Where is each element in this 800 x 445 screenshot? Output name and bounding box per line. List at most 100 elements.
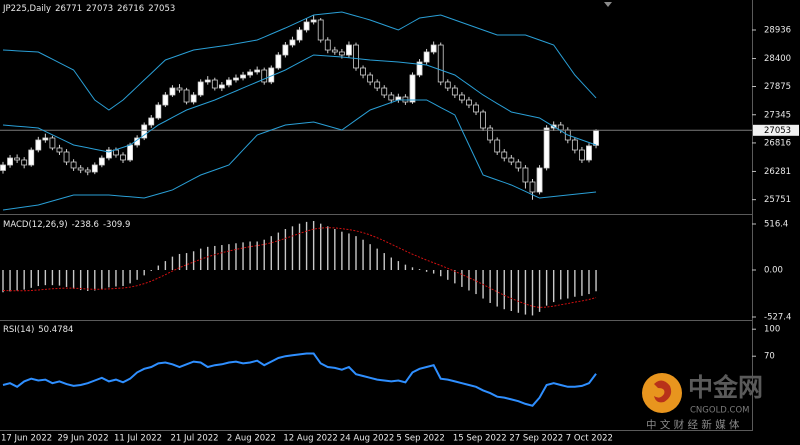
- histogram-bar: [595, 270, 597, 292]
- histogram-bar: [567, 270, 569, 299]
- y-tick-label: 100: [764, 325, 780, 335]
- histogram-bar: [143, 270, 145, 276]
- x-tick-label: 24 Aug 2022: [340, 434, 394, 444]
- histogram-bar: [489, 270, 491, 303]
- histogram-bar: [298, 223, 301, 271]
- candle-body: [317, 19, 324, 41]
- candle-body: [49, 137, 56, 149]
- histogram-bar: [291, 226, 294, 271]
- x-tick-label: 2 Aug 2022: [227, 434, 276, 444]
- candle-body: [28, 149, 35, 166]
- histogram-bar: [447, 270, 449, 280]
- last-open: 26771: [55, 4, 82, 14]
- candle-body: [296, 29, 303, 41]
- candle-body: [466, 99, 472, 106]
- y-tick-label: -527.4: [764, 313, 791, 323]
- candle-body: [444, 81, 451, 89]
- candle-body: [388, 94, 395, 101]
- candle-body: [176, 87, 183, 91]
- candle-body: [211, 79, 218, 89]
- histogram-bar: [404, 264, 407, 271]
- candle-body: [360, 67, 366, 76]
- candle-body: [127, 144, 133, 161]
- histogram-bar: [228, 244, 230, 271]
- histogram-bar: [581, 270, 583, 296]
- candle-body: [508, 157, 515, 163]
- y-tick-label: 28936: [764, 25, 791, 35]
- histogram-bar: [277, 232, 280, 271]
- x-tick-label: 11 Jul 2022: [114, 434, 162, 444]
- histogram-bar: [44, 270, 47, 286]
- x-tick-label: 29 Jun 2022: [57, 434, 108, 444]
- candle-body: [70, 161, 77, 169]
- rsi-last: 50.4784: [38, 325, 73, 335]
- histogram-bar: [23, 270, 25, 290]
- candle-body: [310, 19, 317, 23]
- candle-body: [21, 159, 28, 166]
- candle-body: [522, 167, 529, 183]
- histogram-bar: [305, 221, 308, 271]
- histogram-bar: [115, 270, 117, 287]
- current-price-label: 27053: [764, 126, 791, 136]
- signal-line: [2, 227, 597, 308]
- candle-body: [579, 149, 585, 161]
- candle-body: [473, 104, 479, 113]
- histogram-bar: [192, 251, 195, 271]
- candle-body: [261, 69, 268, 83]
- histogram-bar: [376, 248, 378, 271]
- y-tick-label: 70: [764, 352, 775, 362]
- histogram-bar: [383, 253, 385, 271]
- histogram-bar: [65, 270, 68, 287]
- last-low: 26716: [117, 4, 144, 14]
- last-high: 27073: [86, 4, 113, 14]
- candle-body: [141, 124, 148, 139]
- logo-circle: [642, 373, 682, 413]
- x-tick-label: 21 Jul 2022: [170, 434, 218, 444]
- macd-panel-label: MACD(12,26,9) -238.6 -309.9: [3, 220, 130, 230]
- histogram-bar: [355, 236, 357, 271]
- histogram-bar: [468, 270, 470, 291]
- candle-body: [416, 61, 423, 76]
- candle-body: [346, 44, 352, 56]
- histogram-bar: [72, 270, 75, 289]
- candle-body: [381, 87, 388, 96]
- histogram-bar: [425, 270, 428, 272]
- candle-body: [536, 167, 543, 193]
- histogram-bar: [16, 270, 18, 291]
- candle-body: [63, 151, 70, 163]
- candle-body: [155, 104, 162, 119]
- histogram-bar: [531, 270, 534, 316]
- y-tick-label: 0.00: [764, 266, 783, 276]
- band-line: [2, 99, 597, 211]
- histogram-bar: [157, 265, 160, 271]
- y-tick-label: 26281: [764, 167, 791, 177]
- histogram-bar: [475, 270, 477, 295]
- histogram-bar: [79, 270, 82, 291]
- y-tick-label: 27875: [764, 82, 791, 92]
- histogram-bar: [454, 270, 456, 284]
- histogram-bar: [320, 223, 322, 271]
- rsi-title: RSI(14): [3, 325, 34, 335]
- candle-body: [233, 77, 239, 81]
- candle-body: [480, 111, 486, 129]
- candle-body: [204, 79, 211, 83]
- candle-body: [247, 71, 254, 76]
- candle-body: [254, 69, 261, 73]
- x-tick-label: 15 Sep 2022: [453, 434, 507, 444]
- band-line: [2, 11, 597, 111]
- y-tick-label: 26816: [764, 138, 791, 148]
- histogram-bar: [207, 246, 209, 271]
- histogram-bar: [510, 270, 513, 311]
- histogram-bar: [51, 270, 54, 286]
- histogram-bar: [312, 220, 315, 271]
- histogram-bar: [524, 270, 527, 315]
- histogram-bar: [503, 270, 505, 310]
- price-panel-label: JP225,Daily 26771 27073 26716 27053: [2, 4, 175, 14]
- candle-body: [282, 44, 289, 56]
- candle-body: [529, 181, 536, 193]
- y-tick-label: 25751: [764, 195, 791, 205]
- histogram-bar: [327, 226, 329, 271]
- histogram-bar: [270, 236, 272, 271]
- histogram-bar: [390, 257, 392, 271]
